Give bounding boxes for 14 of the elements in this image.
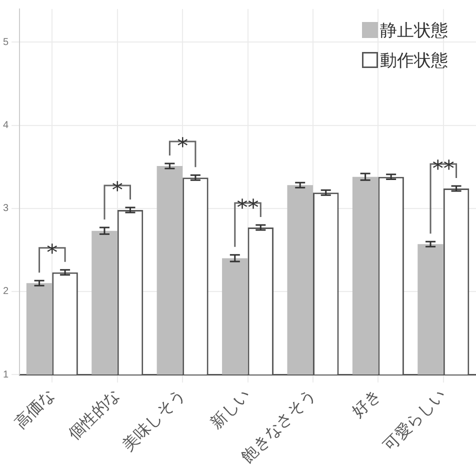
x-tick-label: 高価な bbox=[11, 386, 58, 432]
y-tick-label: 2 bbox=[3, 286, 9, 298]
legend-label: 動作状態 bbox=[380, 51, 448, 71]
annotation: * bbox=[46, 240, 58, 266]
annotation: * bbox=[177, 134, 188, 160]
y-tick-label: 5 bbox=[3, 36, 9, 48]
annotation: * bbox=[112, 178, 123, 204]
annotation: ** bbox=[432, 156, 454, 182]
x-tick-label: 新しい bbox=[207, 386, 254, 432]
legend-label: 静止状態 bbox=[380, 21, 448, 41]
annotation: ** bbox=[236, 196, 259, 221]
y-tick-label: 4 bbox=[3, 120, 9, 132]
y-tick-label: 1 bbox=[3, 369, 9, 380]
y-tick-label: 3 bbox=[3, 203, 9, 214]
